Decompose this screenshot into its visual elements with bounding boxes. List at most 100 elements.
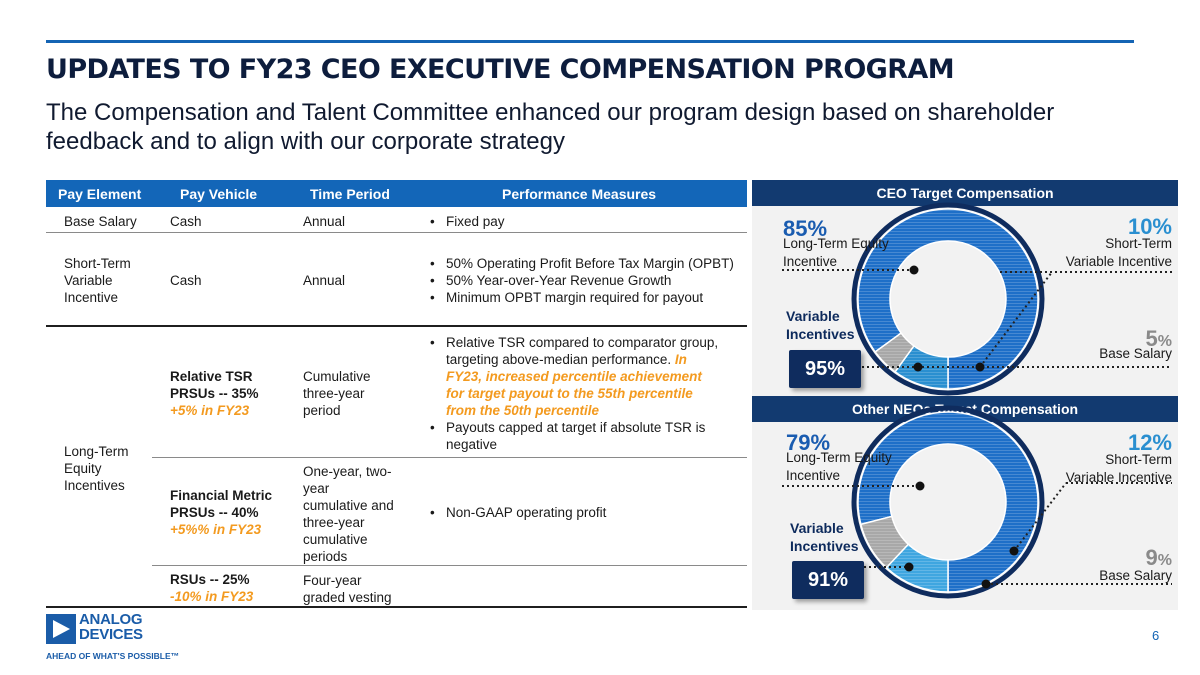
leader-dot <box>981 579 991 589</box>
leader-dots <box>904 265 1019 589</box>
ceo-donut <box>851 202 1045 396</box>
ceo-panel-title: CEO Target Compensation <box>752 180 1178 206</box>
list-item: Minimum OPBT margin required for payout <box>426 289 734 306</box>
logo-line: DEVICES <box>79 626 143 643</box>
row-divider <box>46 325 747 327</box>
donut-outer-ring <box>851 405 1045 599</box>
neo-base-pct-num: 9 <box>1145 545 1158 570</box>
base-salary-element: Base Salary <box>64 214 137 229</box>
neo-lte-label-line: Long-Term Equity <box>786 450 892 465</box>
rel-tsr-period-line: Cumulative <box>303 369 371 384</box>
neo-variable-label: Variable Incentives <box>790 519 858 555</box>
rsus-period: Four-year graded vesting <box>303 572 392 606</box>
rsus-period-line: graded vesting <box>303 590 392 605</box>
list-item: 50% Operating Profit Before Tax Margin (… <box>426 255 734 272</box>
row-divider <box>152 565 747 566</box>
rsus-vehicle: RSUs -- 25% -10% in FY23 <box>170 571 253 605</box>
rel-tsr-measure-line: Relative TSR compared to comparator grou… <box>446 335 719 350</box>
top-rule <box>46 40 1134 43</box>
fin-metric-period-line: year <box>303 481 330 496</box>
ceo-stvi-label-line: Short-Term <box>1105 236 1172 251</box>
ltei-element-line: Long-Term <box>64 444 129 459</box>
logo-tagline: AHEAD OF WHAT'S POSSIBLE™ <box>46 651 180 661</box>
ceo-lte-label-line: Long-Term Equity <box>783 236 889 251</box>
stvi-element: Short-Term Variable Incentive <box>64 255 131 306</box>
fin-metric-period-line: One-year, two- <box>303 464 392 479</box>
neo-lte-label: Long-Term Equity Incentive <box>786 449 892 485</box>
rel-tsr-period-line: three-year <box>303 386 365 401</box>
base-salary-measures: Fixed pay <box>426 213 505 230</box>
rel-tsr-highlight: FY23, increased percentile achievement <box>446 369 702 384</box>
fin-metric-vehicle-line: Financial Metric <box>170 488 273 503</box>
rel-tsr-highlight: for target payout to the 55th percentile <box>446 386 693 401</box>
ceo-stvi-pct: 10% <box>1127 214 1172 239</box>
ceo-base-pct: 5% <box>1146 326 1172 352</box>
leader-dot <box>975 362 985 372</box>
leader-lines <box>782 269 1172 585</box>
table-header: Pay Element Pay Vehicle Time Period Perf… <box>46 180 747 207</box>
list-item: Fixed pay <box>426 213 505 230</box>
neo-stvi-pct: 12% <box>1127 430 1172 455</box>
ltei-element-line: Incentives <box>64 478 125 493</box>
neo-base-pct: 9% <box>1146 545 1172 571</box>
ltei-element-line: Equity <box>64 461 102 476</box>
neo-lte-label-line: Incentive <box>786 468 841 483</box>
ltei-element: Long-Term Equity Incentives <box>64 443 129 494</box>
base-salary-vehicle: Cash <box>170 214 202 229</box>
leader-line <box>1013 482 1067 552</box>
neo-base-label: Base Salary <box>1099 568 1172 583</box>
rel-tsr-measures: Relative TSR compared to comparator grou… <box>426 334 718 453</box>
rel-tsr-highlight: In <box>674 352 687 367</box>
list-item: Relative TSR compared to comparator grou… <box>426 334 718 419</box>
col-performance-measures: Performance Measures <box>502 185 657 202</box>
logo-triangle-icon <box>53 620 70 638</box>
rel-tsr-measure-line: negative <box>446 437 498 452</box>
rel-tsr-vehicle: Relative TSR PRSUs -- 35% +5% in FY23 <box>170 368 259 419</box>
page-number: 6 <box>1152 628 1160 643</box>
list-item: Non-GAAP operating profit <box>426 504 606 521</box>
fin-metric-vehicle-line: PRSUs -- 40% <box>170 505 259 520</box>
neo-stvi-label-line: Short-Term <box>1105 452 1172 467</box>
ceo-lte-label-line: Incentive <box>783 254 838 269</box>
fin-metric-vehicle: Financial Metric PRSUs -- 40% +5%% in FY… <box>170 487 272 538</box>
rel-tsr-period-line: period <box>303 403 341 418</box>
donut-slice-hatch <box>875 333 914 372</box>
donut-slice-hatch <box>858 412 1038 592</box>
rel-tsr-vehicle-line: Relative TSR <box>170 369 253 384</box>
ceo-variable-badge: 95% <box>789 350 861 388</box>
logo-line: ANALOG <box>79 611 143 628</box>
rel-tsr-period: Cumulative three-year period <box>303 368 371 419</box>
col-pay-element: Pay Element <box>58 185 142 202</box>
logo-mark <box>46 614 76 644</box>
neo-lte-pct: 79% <box>786 430 831 455</box>
rsus-vehicle-line: RSUs -- 25% <box>170 572 250 587</box>
col-time-period: Time Period <box>310 185 390 202</box>
stvi-element-line: Short-Term <box>64 256 131 271</box>
ceo-stvi-label-line: Variable Incentive <box>1065 254 1172 269</box>
ceo-base-pct-sym: % <box>1157 333 1172 350</box>
rel-tsr-measure-line: Payouts capped at target if absolute TSR… <box>446 420 706 435</box>
donut-slice-hatch <box>858 209 1038 389</box>
ceo-base-label: Base Salary <box>1099 346 1172 361</box>
fin-metric-period: One-year, two- year cumulative and three… <box>303 463 394 565</box>
donut-outer-ring <box>851 202 1045 396</box>
stvi-vehicle: Cash <box>170 273 202 288</box>
leader-dot <box>915 481 925 491</box>
ceo-lte-pct: 85% <box>783 216 828 241</box>
stvi-period: Annual <box>303 273 346 288</box>
neo-variable-label-line: Variable <box>790 520 844 536</box>
stvi-element-line: Variable <box>64 273 113 288</box>
logo-text: ANALOG DEVICES <box>79 612 143 642</box>
table-bottom-rule <box>46 606 747 608</box>
neo-donut <box>851 405 1045 599</box>
list-item: 50% Year-over-Year Revenue Growth <box>426 272 734 289</box>
rel-tsr-change: +5% in FY23 <box>170 403 250 418</box>
ceo-stvi-label: Short-Term Variable Incentive <box>1066 235 1172 271</box>
col-pay-vehicle: Pay Vehicle <box>180 185 258 202</box>
target-compensation-panel: CEO Target Compensation Other NEOs Targe… <box>752 180 1178 610</box>
ceo-variable-label: Variable Incentives <box>786 307 854 343</box>
fin-metric-period-line: three-year <box>303 515 365 530</box>
page-title: UPDATES TO FY23 CEO EXECUTIVE COMPENSATI… <box>46 54 955 85</box>
ceo-base-pct-num: 5 <box>1145 326 1158 351</box>
neo-stvi-label: Short-Term Variable Incentive <box>1066 451 1172 487</box>
